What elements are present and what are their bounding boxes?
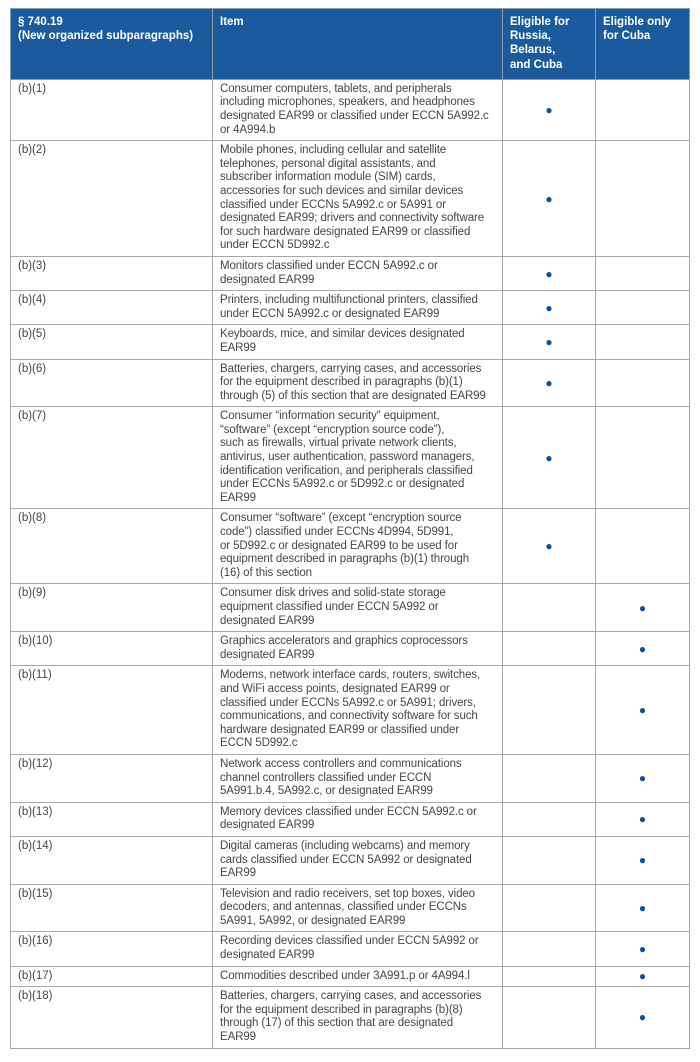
eligible-russia-belarus-cuba-bullet — [502, 835, 596, 885]
eligible-only-cuba-bullet: ● — [595, 753, 690, 803]
table-row: (b)(11) Modems, network interface cards,… — [10, 665, 690, 755]
subparagraph-cell: (b)(9) — [10, 583, 213, 633]
subparagraph-cell: (b)(8) — [10, 508, 213, 585]
table-row: (b)(3) Monitors classified under ECCN 5A… — [10, 255, 690, 292]
item-cell: Consumer “information security” equipmen… — [212, 406, 503, 510]
header-subparagraphs: § 740.19 (New organized subparagraphs) — [10, 8, 213, 80]
subparagraph-cell: (b)(15) — [10, 883, 213, 933]
subparagraph-cell: (b)(7) — [10, 406, 213, 510]
eligible-russia-belarus-cuba-bullet: ● — [502, 324, 596, 360]
eligible-only-cuba-bullet: ● — [595, 631, 690, 667]
item-cell: Television and radio receivers, set top … — [212, 883, 503, 933]
eligible-russia-belarus-cuba-bullet: ● — [502, 358, 596, 408]
subparagraph-cell: (b)(5) — [10, 324, 213, 360]
table-row: (b)(2) Mobile phones, including cellular… — [10, 140, 690, 257]
eligible-only-cuba-bullet — [595, 255, 690, 292]
item-cell: Commodities described under 3A991.p or 4… — [212, 965, 503, 988]
table-row: (b)(16) Recording devices classified und… — [10, 931, 690, 967]
eligible-only-cuba-bullet — [595, 140, 690, 257]
header-eligible-only-cuba: Eligible only for Cuba — [595, 8, 690, 80]
eligibility-table: § 740.19 (New organized subparagraphs) I… — [10, 8, 690, 1049]
eligible-only-cuba-bullet: ● — [595, 665, 690, 755]
subparagraph-cell: (b)(2) — [10, 140, 213, 257]
eligible-only-cuba-bullet — [595, 78, 690, 142]
item-cell: Batteries, chargers, carrying cases, and… — [212, 986, 503, 1049]
eligible-only-cuba-bullet: ● — [595, 801, 690, 837]
eligible-russia-belarus-cuba-bullet — [502, 583, 596, 633]
table-row: (b)(4) Printers, including multifunction… — [10, 290, 690, 326]
subparagraph-cell: (b)(1) — [10, 78, 213, 142]
subparagraph-cell: (b)(12) — [10, 753, 213, 803]
subparagraph-cell: (b)(6) — [10, 358, 213, 408]
eligible-only-cuba-bullet — [595, 290, 690, 326]
table-header-row: § 740.19 (New organized subparagraphs) I… — [10, 8, 690, 80]
eligible-only-cuba-bullet — [595, 508, 690, 585]
table-row: (b)(8) Consumer “software” (except “encr… — [10, 508, 690, 585]
eligible-russia-belarus-cuba-bullet — [502, 665, 596, 755]
item-cell: Monitors classified under ECCN 5A992.c o… — [212, 255, 503, 292]
eligible-russia-belarus-cuba-bullet: ● — [502, 140, 596, 257]
header-item: Item — [212, 8, 503, 80]
subparagraph-cell: (b)(18) — [10, 986, 213, 1049]
eligible-only-cuba-bullet: ● — [595, 986, 690, 1049]
table-row: (b)(7) Consumer “information security” e… — [10, 406, 690, 510]
item-cell: Digital cameras (including webcams) and … — [212, 835, 503, 885]
eligible-russia-belarus-cuba-bullet — [502, 631, 596, 667]
item-cell: Memory devices classified under ECCN 5A9… — [212, 801, 503, 837]
eligible-only-cuba-bullet — [595, 406, 690, 510]
item-cell: Printers, including multifunctional prin… — [212, 290, 503, 326]
table-row: (b)(15) Television and radio receivers, … — [10, 883, 690, 933]
table-row: (b)(1) Consumer computers, tablets, and … — [10, 78, 690, 142]
eligible-russia-belarus-cuba-bullet: ● — [502, 255, 596, 292]
item-cell: Consumer computers, tablets, and periphe… — [212, 78, 503, 142]
table-row: (b)(9) Consumer disk drives and solid-st… — [10, 583, 690, 633]
eligible-only-cuba-bullet — [595, 358, 690, 408]
subparagraph-cell: (b)(11) — [10, 665, 213, 755]
eligible-russia-belarus-cuba-bullet — [502, 986, 596, 1049]
eligible-russia-belarus-cuba-bullet — [502, 965, 596, 988]
eligible-russia-belarus-cuba-bullet: ● — [502, 78, 596, 142]
eligible-only-cuba-bullet: ● — [595, 883, 690, 933]
subparagraph-cell: (b)(4) — [10, 290, 213, 326]
subparagraph-cell: (b)(16) — [10, 931, 213, 967]
subparagraph-cell: (b)(17) — [10, 965, 213, 988]
table-row: (b)(13) Memory devices classified under … — [10, 801, 690, 837]
eligible-russia-belarus-cuba-bullet — [502, 801, 596, 837]
table-row: (b)(6) Batteries, chargers, carrying cas… — [10, 358, 690, 408]
table-row: (b)(12) Network access controllers and c… — [10, 753, 690, 803]
table-row: (b)(5) Keyboards, mice, and similar devi… — [10, 324, 690, 360]
table-row: (b)(10) Graphics accelerators and graphi… — [10, 631, 690, 667]
eligible-russia-belarus-cuba-bullet: ● — [502, 406, 596, 510]
eligible-russia-belarus-cuba-bullet — [502, 753, 596, 803]
subparagraph-cell: (b)(13) — [10, 801, 213, 837]
eligible-russia-belarus-cuba-bullet: ● — [502, 290, 596, 326]
subparagraph-cell: (b)(14) — [10, 835, 213, 885]
table-row: (b)(14) Digital cameras (including webca… — [10, 835, 690, 885]
eligible-russia-belarus-cuba-bullet — [502, 931, 596, 967]
eligible-only-cuba-bullet — [595, 324, 690, 360]
item-cell: Consumer disk drives and solid-state sto… — [212, 583, 503, 633]
item-cell: Graphics accelerators and graphics copro… — [212, 631, 503, 667]
table-row: (b)(17) Commodities described under 3A99… — [10, 965, 690, 988]
eligible-russia-belarus-cuba-bullet: ● — [502, 508, 596, 585]
item-cell: Mobile phones, including cellular and sa… — [212, 140, 503, 257]
item-cell: Network access controllers and communica… — [212, 753, 503, 803]
eligible-only-cuba-bullet: ● — [595, 583, 690, 633]
table-row: (b)(18) Batteries, chargers, carrying ca… — [10, 986, 690, 1049]
item-cell: Batteries, chargers, carrying cases, and… — [212, 358, 503, 408]
subparagraph-cell: (b)(3) — [10, 255, 213, 292]
subparagraph-cell: (b)(10) — [10, 631, 213, 667]
eligible-russia-belarus-cuba-bullet — [502, 883, 596, 933]
item-cell: Consumer “software” (except “encryption … — [212, 508, 503, 585]
eligible-only-cuba-bullet: ● — [595, 965, 690, 988]
eligible-only-cuba-bullet: ● — [595, 931, 690, 967]
eligible-only-cuba-bullet: ● — [595, 835, 690, 885]
header-eligible-russia-belarus-cuba: Eligible for Russia, Belarus, and Cuba — [502, 8, 596, 80]
item-cell: Modems, network interface cards, routers… — [212, 665, 503, 755]
item-cell: Keyboards, mice, and similar devices des… — [212, 324, 503, 360]
item-cell: Recording devices classified under ECCN … — [212, 931, 503, 967]
